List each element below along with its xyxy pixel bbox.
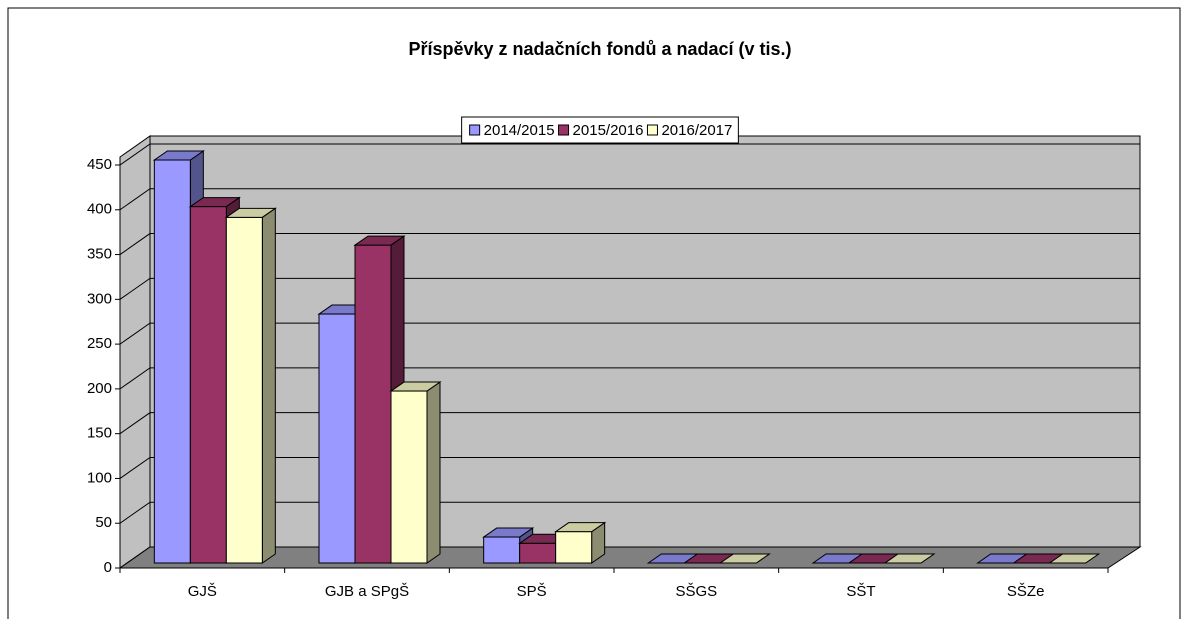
bar-top	[554, 522, 607, 533]
bar-front	[555, 531, 593, 564]
x-tick-label: GJB a SPgŠ	[325, 583, 409, 600]
bar-top	[389, 381, 442, 392]
bar-front	[225, 216, 263, 564]
y-tick-label: 50	[95, 514, 112, 531]
y-tick-label: 150	[87, 425, 112, 442]
chart-frame	[7, 7, 1181, 619]
bar-top	[188, 197, 241, 208]
bar-front	[153, 159, 191, 564]
bar-top	[224, 207, 277, 218]
x-tick-label: SŠT	[846, 583, 875, 600]
bar	[1048, 553, 1101, 564]
bar	[718, 553, 771, 564]
y-tick-label: 450	[87, 156, 112, 173]
bar-side	[261, 207, 276, 564]
grid-line	[119, 456, 1140, 479]
bar-front	[354, 244, 392, 564]
bar	[389, 381, 442, 564]
legend-label: 2016/2017	[661, 122, 732, 139]
y-tick-label: 300	[87, 290, 112, 307]
bar-front	[519, 542, 557, 564]
legend-swatch	[558, 124, 570, 136]
grid-line	[119, 322, 1140, 345]
legend: 2014/2015 2015/2016 2016/2017	[461, 116, 739, 144]
bar-top	[353, 235, 406, 246]
legend-swatch	[469, 124, 481, 136]
y-tick-label: 0	[104, 559, 112, 576]
grid-line	[119, 412, 1140, 435]
legend-label: 2015/2016	[573, 122, 644, 139]
y-tick-label: 350	[87, 246, 112, 263]
bar-side	[426, 381, 441, 564]
grid-line	[119, 143, 1140, 166]
grid-line	[119, 233, 1140, 255]
bar-top	[482, 527, 535, 538]
bar-top	[1048, 553, 1101, 564]
bar	[224, 207, 277, 564]
grid-line	[119, 501, 1140, 524]
bar-top	[718, 553, 771, 564]
legend-box	[461, 116, 739, 144]
bar-front	[189, 206, 227, 564]
grid-line	[119, 277, 1140, 300]
y-tick-label: 100	[87, 469, 112, 486]
back-wall	[149, 135, 1141, 548]
side-wall	[119, 135, 151, 569]
x-tick-label: SPŠ	[517, 583, 547, 600]
x-tick-label: GJŠ	[188, 583, 217, 600]
chart-title: Příspěvky z nadačních fondů a nadací (v …	[408, 39, 791, 59]
bar-front	[318, 313, 356, 564]
bar-front	[390, 390, 428, 564]
y-tick-label: 200	[87, 380, 112, 397]
bar	[554, 521, 607, 564]
bar	[883, 553, 936, 564]
bar-top	[152, 150, 205, 161]
y-tick-label: 400	[87, 201, 112, 218]
legend-label: 2014/2015	[484, 122, 555, 139]
bar-top	[883, 553, 936, 564]
bar-front	[483, 536, 521, 564]
y-tick-label: 250	[87, 335, 112, 352]
grid-line	[119, 367, 1140, 390]
x-tick-label: SŠGS	[675, 583, 717, 600]
legend-swatch	[646, 124, 658, 136]
x-tick-label: SŠZe	[1007, 583, 1045, 600]
grid-line	[119, 188, 1140, 211]
